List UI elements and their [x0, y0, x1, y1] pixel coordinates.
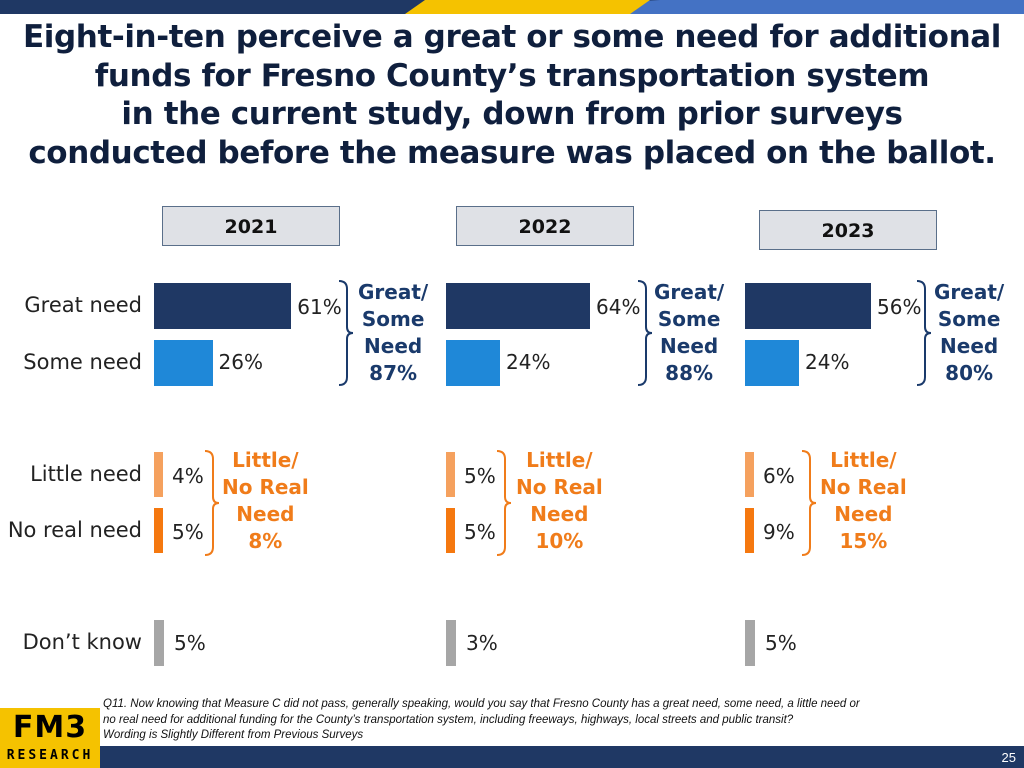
summary-line-3: Need	[364, 334, 423, 358]
value-label-2023-great-need: 56%	[877, 295, 922, 319]
summary-total: 15%	[839, 529, 888, 553]
bar-2021-dont-know	[154, 620, 164, 666]
value-label-2023-some-need: 24%	[805, 350, 850, 374]
value-label-2022-little-need: 5%	[464, 464, 496, 488]
summary-line-3: Need	[530, 502, 589, 526]
value-label-2023-no-real-need: 9%	[763, 520, 795, 544]
value-label-2023-dont-know: 5%	[765, 631, 797, 655]
summary-line-1: Great/	[934, 280, 1005, 304]
summary-total: 80%	[945, 361, 994, 385]
summary-line-2: Some	[937, 307, 1001, 331]
row-label-dont-know: Don’t know	[22, 630, 142, 654]
row-label-no-real-need: No real need	[7, 518, 142, 542]
summary-line-1: Little/	[232, 448, 299, 472]
bar-2022-dont-know	[446, 620, 456, 666]
summary-line-2: Some	[361, 307, 425, 331]
value-label-2021-little-need: 4%	[172, 464, 204, 488]
logo-wordmark: FM3	[12, 710, 88, 745]
summary-2022-little-no-real-need: Little/No Real Need 10%	[516, 447, 603, 555]
bar-2023-great-need	[745, 283, 871, 329]
summary-total: 8%	[248, 529, 283, 553]
summary-2021-little-no-real-need: Little/No Real Need 8%	[222, 447, 309, 555]
summary-line-2: Some	[657, 307, 721, 331]
value-label-2022-some-need: 24%	[506, 350, 551, 374]
row-label-little-need: Little need	[30, 462, 142, 486]
bottom-bar	[0, 746, 1024, 768]
bar-2021-great-need	[154, 283, 292, 329]
brace-2022-great-some	[637, 280, 653, 386]
bar-2022-great-need	[446, 283, 590, 329]
brace-2022-little-no-real	[496, 450, 512, 556]
summary-line-2: No Real	[516, 475, 603, 499]
footnote-line-1: Q11. Now knowing that Measure C did not …	[103, 698, 860, 710]
summary-line-1: Great/	[654, 280, 725, 304]
summary-total: 87%	[369, 361, 418, 385]
footnote-line-2: no real need for additional funding for …	[103, 713, 794, 726]
title-line-2: funds for Fresno County’s transportation…	[94, 57, 930, 94]
summary-line-3: Need	[940, 334, 999, 358]
summary-line-1: Little/	[830, 448, 897, 472]
top-decorative-bar	[0, 0, 1024, 14]
year-header-2022: 2022	[456, 206, 634, 246]
brace-2021-little-no-real	[204, 450, 220, 556]
page-number: 25	[1001, 750, 1016, 765]
value-label-2021-dont-know: 5%	[174, 631, 206, 655]
footnote-line-3: Wording is Slightly Different from Previ…	[103, 729, 364, 741]
fm3-research-logo: FM3 RESEARCH	[0, 708, 100, 768]
value-label-2022-dont-know: 3%	[466, 631, 498, 655]
summary-line-1: Little/	[526, 448, 593, 472]
summary-total: 88%	[665, 361, 714, 385]
bar-2021-some-need	[154, 340, 213, 386]
value-label-2023-little-need: 6%	[763, 464, 795, 488]
brace-2023-great-some	[916, 280, 932, 386]
bar-2021-little-need	[154, 452, 163, 497]
survey-question-footnote: Q11. Now knowing that Measure C did not …	[103, 697, 1003, 744]
value-label-2021-great-need: 61%	[297, 295, 342, 319]
summary-2023-great-some-need: Great/Some Need 80%	[934, 279, 1004, 387]
brace-2023-little-no-real	[801, 450, 817, 556]
summary-total: 10%	[535, 529, 584, 553]
title-line-3: in the current study, down from prior su…	[121, 96, 903, 132]
value-label-2021-no-real-need: 5%	[172, 520, 204, 544]
value-label-2022-great-need: 64%	[596, 295, 641, 319]
summary-line-3: Need	[236, 502, 295, 526]
bar-2022-some-need	[446, 340, 500, 386]
summary-line-3: Need	[834, 502, 893, 526]
bar-2023-some-need	[745, 340, 799, 386]
slide-title: Eight-in-ten perceive a great or some ne…	[10, 18, 1014, 172]
logo-subtitle: RESEARCH	[6, 748, 94, 763]
bar-2022-little-need	[446, 452, 455, 497]
value-label-2022-no-real-need: 5%	[464, 520, 496, 544]
summary-line-1: Great/	[358, 280, 429, 304]
year-header-2023: 2023	[759, 210, 937, 250]
row-label-great-need: Great need	[24, 293, 142, 317]
summary-line-2: No Real	[820, 475, 907, 499]
summary-line-2: No Real	[222, 475, 309, 499]
bar-2022-no-real-need	[446, 508, 455, 553]
bar-2021-no-real-need	[154, 508, 163, 553]
year-header-2021: 2021	[162, 206, 340, 246]
summary-line-3: Need	[660, 334, 719, 358]
title-line-1: Eight-in-ten perceive a great or some ne…	[22, 19, 1001, 55]
bar-2023-dont-know	[745, 620, 755, 666]
row-label-some-need: Some need	[23, 350, 142, 374]
summary-2022-great-some-need: Great/Some Need 88%	[654, 279, 724, 387]
title-line-4: conducted before the measure was placed …	[28, 134, 996, 171]
bar-2023-little-need	[745, 452, 754, 497]
summary-2023-little-no-real-need: Little/No Real Need 15%	[820, 447, 907, 555]
brace-2021-great-some	[338, 280, 354, 386]
value-label-2021-some-need: 26%	[218, 350, 263, 374]
summary-2021-great-some-need: Great/Some Need 87%	[358, 279, 428, 387]
bar-2023-no-real-need	[745, 508, 754, 553]
